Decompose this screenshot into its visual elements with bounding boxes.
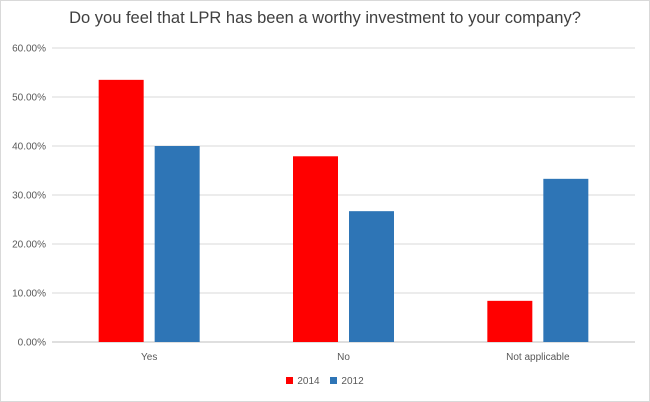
bar-2012-no (349, 211, 394, 342)
legend-label-2014: 2014 (297, 376, 320, 387)
y-tick-label: 60.00% (12, 44, 46, 55)
x-category-label: Not applicable (506, 352, 570, 363)
legend-swatch-2014 (286, 377, 294, 384)
bar-2014-not-applicable (487, 300, 533, 342)
x-category-label: No (337, 352, 350, 363)
legend-swatch-2012 (330, 377, 338, 384)
y-tick-label: 40.00% (12, 142, 46, 153)
legend-label-2012: 2012 (341, 376, 364, 387)
y-tick-label: 30.00% (12, 191, 46, 202)
legend: 2014 2012 (0, 376, 650, 387)
bar-2012-not-applicable (543, 178, 589, 342)
y-tick-label: 20.00% (12, 240, 46, 251)
legend-item-2014: 2014 (286, 376, 320, 387)
bar-2014-yes (98, 79, 144, 342)
y-tick-label: 50.00% (12, 93, 46, 104)
chart-title: Do you feel that LPR has been a worthy i… (69, 9, 581, 27)
x-category-label: Yes (141, 352, 157, 363)
y-tick-label: 10.00% (12, 289, 46, 300)
bar-2012-yes (154, 146, 200, 342)
legend-item-2012: 2012 (330, 376, 364, 387)
y-tick-label: 0.00% (18, 338, 46, 349)
bar-2014-no (293, 156, 338, 342)
